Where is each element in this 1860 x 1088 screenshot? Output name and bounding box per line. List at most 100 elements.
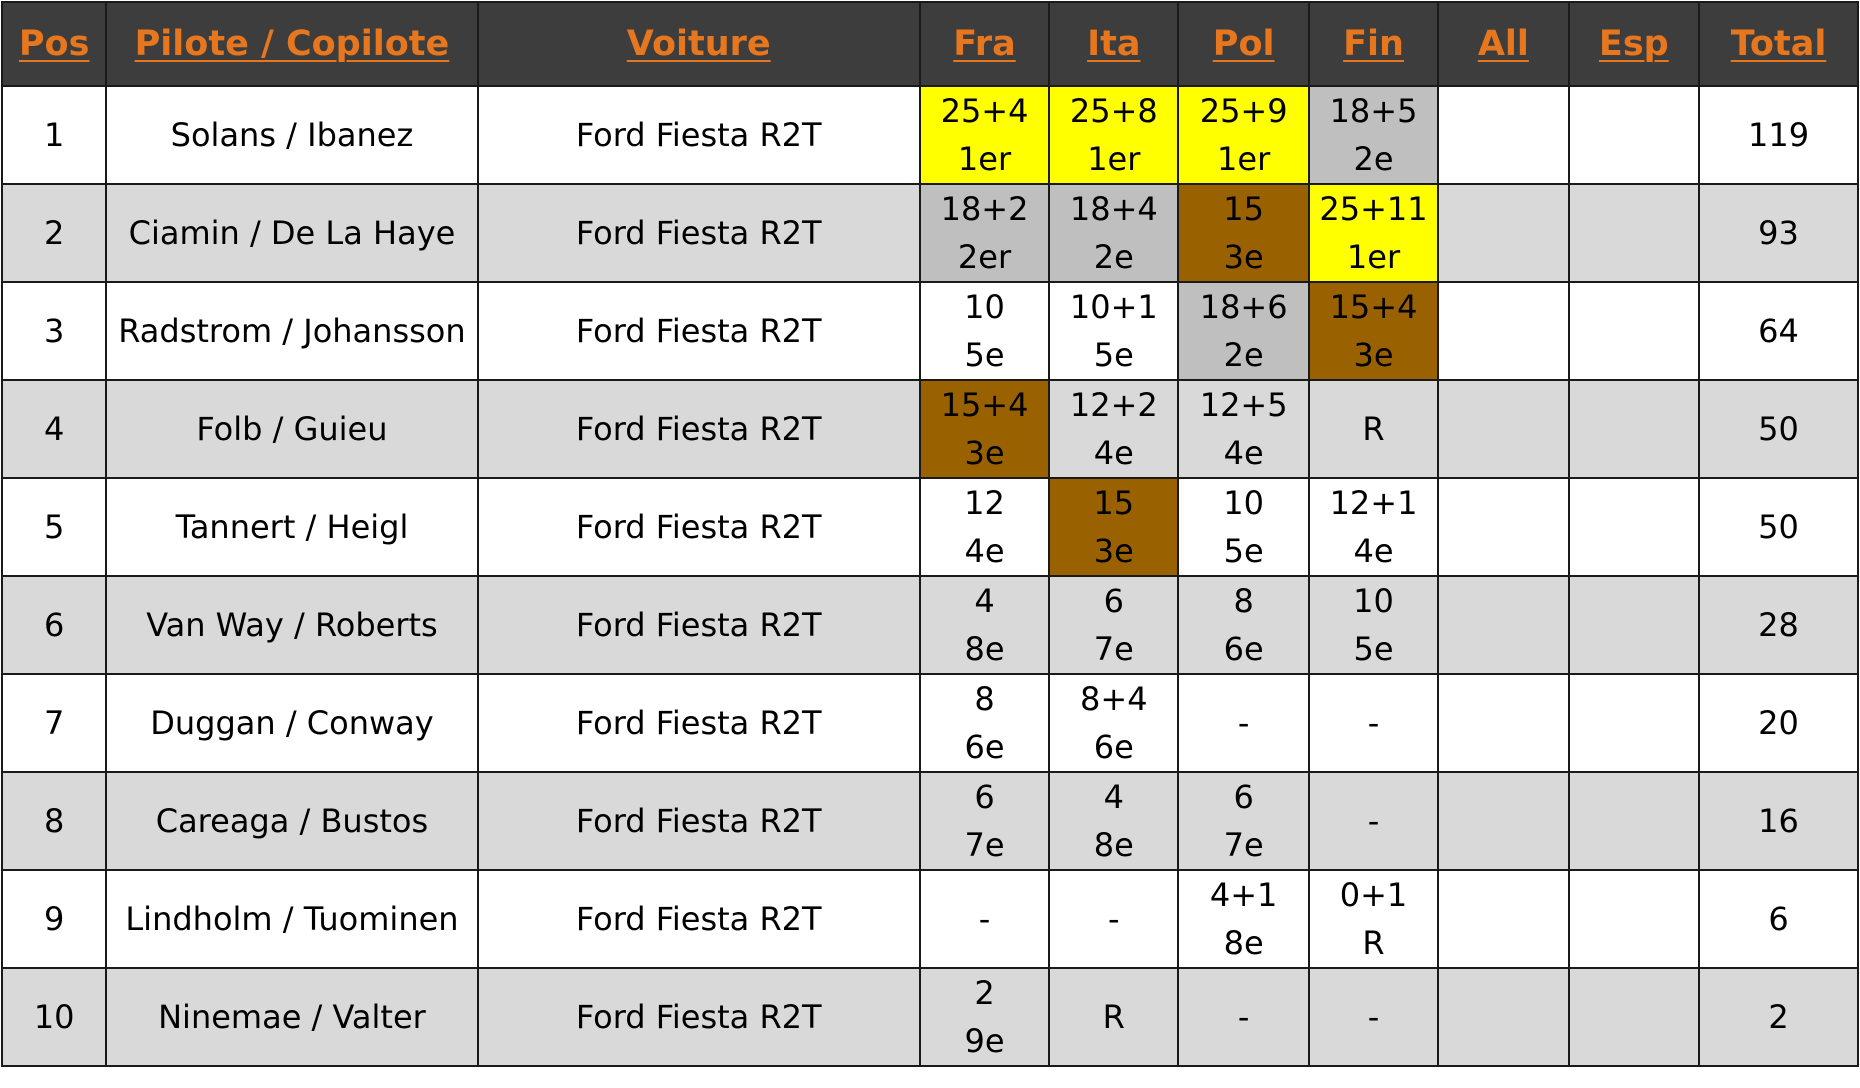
event-rank: 2e bbox=[1353, 140, 1394, 178]
event-points: - bbox=[1367, 802, 1380, 840]
total-cell: 50 bbox=[1698, 477, 1859, 577]
table-row: 4 Folb / Guieu Ford Fiesta R2T 15+4 3e 12+2 4e… bbox=[0, 379, 1859, 479]
event-points: - bbox=[978, 900, 991, 938]
event-result-cell: 15+4 3e bbox=[1307, 281, 1440, 381]
table-header: Pos Pilote / Copilote Voiture Fra Ita Po… bbox=[0, 1, 1859, 87]
column-header-car[interactable]: Voiture bbox=[476, 1, 921, 87]
event-result-cell bbox=[1567, 379, 1701, 479]
event-result-cell: R bbox=[1048, 967, 1180, 1067]
event-result-cell bbox=[1437, 477, 1570, 577]
position-cell: 1 bbox=[0, 85, 108, 185]
table-row: 5 Tannert / Heigl Ford Fiesta R2T 12 4e 15 3e 1… bbox=[0, 477, 1859, 577]
event-result-cell bbox=[1437, 575, 1570, 675]
event-result-cell: - bbox=[918, 869, 1051, 969]
event-rank: 1er bbox=[957, 140, 1012, 178]
column-header-event-esp[interactable]: Esp bbox=[1567, 1, 1701, 87]
event-result-cell bbox=[1567, 85, 1701, 185]
event-result-cell bbox=[1437, 673, 1570, 773]
event-result-cell: - bbox=[1307, 673, 1440, 773]
event-points: 18+2 bbox=[940, 190, 1029, 228]
event-result-cell: 8 6e bbox=[918, 673, 1051, 773]
column-header-crew[interactable]: Pilote / Copilote bbox=[105, 1, 479, 87]
total-cell: 119 bbox=[1698, 85, 1859, 185]
event-points: - bbox=[1367, 998, 1380, 1036]
event-points: 25+11 bbox=[1319, 190, 1428, 228]
event-points: 25+8 bbox=[1069, 92, 1158, 130]
event-result-cell bbox=[1567, 673, 1701, 773]
car-cell: Ford Fiesta R2T bbox=[476, 379, 921, 479]
crew-cell: Tannert / Heigl bbox=[105, 477, 479, 577]
event-rank: 7e bbox=[1093, 630, 1134, 668]
event-rank: 6e bbox=[1093, 728, 1134, 766]
column-header-event-fin[interactable]: Fin bbox=[1307, 1, 1440, 87]
position-cell: 10 bbox=[0, 967, 108, 1067]
event-points: 12+5 bbox=[1199, 386, 1288, 424]
event-rank: 3e bbox=[964, 434, 1005, 472]
event-points: 12 bbox=[964, 484, 1005, 522]
event-result-cell: 15 3e bbox=[1048, 477, 1180, 577]
event-points: 15 bbox=[1093, 484, 1135, 522]
event-points: 10+1 bbox=[1069, 288, 1158, 326]
event-points: 15+4 bbox=[940, 386, 1029, 424]
crew-cell: Ninemae / Valter bbox=[105, 967, 479, 1067]
event-rank: 1er bbox=[1346, 238, 1401, 276]
column-header-pos[interactable]: Pos bbox=[0, 1, 108, 87]
column-header-event-all[interactable]: All bbox=[1437, 1, 1570, 87]
event-rank: 5e bbox=[1353, 630, 1394, 668]
event-rank: 8e bbox=[964, 630, 1005, 668]
event-result-cell: 12 4e bbox=[918, 477, 1051, 577]
table-row: 9 Lindholm / Tuominen Ford Fiesta R2T - - 4+1… bbox=[0, 869, 1859, 969]
event-rank: 1er bbox=[1217, 140, 1271, 178]
crew-cell: Folb / Guieu bbox=[105, 379, 479, 479]
event-result-cell bbox=[1567, 477, 1701, 577]
event-rank: 5e bbox=[1093, 336, 1134, 374]
event-points: 15 bbox=[1223, 190, 1264, 228]
column-header-total[interactable]: Total bbox=[1698, 1, 1859, 87]
event-rank: 6e bbox=[964, 728, 1005, 766]
event-points: 6 bbox=[1103, 582, 1124, 620]
crew-cell: Careaga / Bustos bbox=[105, 771, 479, 871]
event-rank: 5e bbox=[1223, 532, 1264, 570]
event-rank: 7e bbox=[1223, 826, 1264, 864]
event-rank: 3e bbox=[1353, 336, 1394, 374]
event-rank: 3e bbox=[1223, 238, 1264, 276]
event-rank: R bbox=[1362, 924, 1385, 962]
event-rank: 2e bbox=[1223, 336, 1264, 374]
table-row: 8 Careaga / Bustos Ford Fiesta R2T 6 7e 4 8e 6 7… bbox=[0, 771, 1859, 871]
event-result-cell bbox=[1437, 869, 1570, 969]
event-result-cell: 18+2 2er bbox=[918, 183, 1051, 283]
table-body: 1 Solans / Ibanez Ford Fiesta R2T 25+4 1er 25… bbox=[0, 85, 1859, 1067]
event-points: R bbox=[1102, 998, 1125, 1036]
event-result-cell: 0+1 R bbox=[1307, 869, 1440, 969]
car-cell: Ford Fiesta R2T bbox=[476, 85, 921, 185]
crew-cell: Duggan / Conway bbox=[105, 673, 479, 773]
total-cell: 50 bbox=[1698, 379, 1859, 479]
table-row: 1 Solans / Ibanez Ford Fiesta R2T 25+4 1er 25… bbox=[0, 85, 1859, 185]
event-points: 18+5 bbox=[1329, 92, 1418, 130]
event-points: 4+1 bbox=[1209, 876, 1278, 914]
event-result-cell: - bbox=[1177, 967, 1310, 1067]
total-cell: 28 bbox=[1698, 575, 1859, 675]
event-result-cell bbox=[1437, 183, 1570, 283]
event-result-cell: 15+4 3e bbox=[918, 379, 1051, 479]
event-points: 12+1 bbox=[1329, 484, 1418, 522]
car-cell: Ford Fiesta R2T bbox=[476, 771, 921, 871]
column-header-event-pol[interactable]: Pol bbox=[1177, 1, 1310, 87]
total-cell: 2 bbox=[1698, 967, 1859, 1067]
event-result-cell: 15 3e bbox=[1177, 183, 1310, 283]
column-header-event-fra[interactable]: Fra bbox=[918, 1, 1051, 87]
event-result-cell: 12+5 4e bbox=[1177, 379, 1310, 479]
event-points: - bbox=[1237, 998, 1250, 1036]
event-rank: 2er bbox=[957, 238, 1012, 276]
crew-cell: Lindholm / Tuominen bbox=[105, 869, 479, 969]
event-result-cell: 25+11 1er bbox=[1307, 183, 1440, 283]
event-result-cell: 6 7e bbox=[1048, 575, 1180, 675]
event-points: 10 bbox=[1223, 484, 1264, 522]
event-result-cell bbox=[1567, 771, 1701, 871]
table-row: 6 Van Way / Roberts Ford Fiesta R2T 4 8e 6 7e 8… bbox=[0, 575, 1859, 675]
event-result-cell bbox=[1567, 869, 1701, 969]
event-points: 8 bbox=[1233, 582, 1254, 620]
event-result-cell: 8 6e bbox=[1177, 575, 1310, 675]
event-points: 2 bbox=[974, 974, 995, 1012]
column-header-event-ita[interactable]: Ita bbox=[1048, 1, 1180, 87]
